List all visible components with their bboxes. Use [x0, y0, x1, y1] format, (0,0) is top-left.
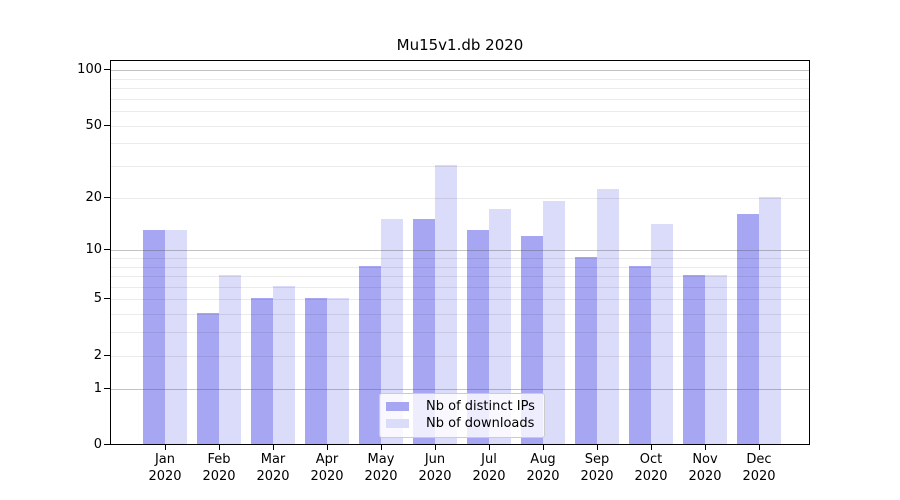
gridline-minor — [111, 257, 809, 259]
x-axis-tick — [435, 445, 436, 450]
bar-downloads-apr — [327, 298, 349, 444]
y-axis-tick — [104, 354, 110, 356]
x-axis-tick-label: Oct 2020 — [634, 452, 668, 484]
x-axis-tick — [543, 445, 544, 450]
y-axis-tick — [104, 249, 110, 251]
legend-item-downloads: Nb of downloads — [386, 415, 538, 432]
y-axis-tick — [104, 298, 110, 300]
x-axis-tick — [327, 445, 328, 450]
y-axis-tick — [104, 196, 110, 198]
bar-downloads-sep — [597, 189, 619, 444]
gridline-minor — [111, 197, 809, 199]
bar-distinct-ips-dec — [737, 213, 759, 444]
x-axis-tick-label: Aug 2020 — [526, 452, 560, 484]
x-axis-tick-label: Feb 2020 — [202, 452, 236, 484]
x-axis-tick-label: Apr 2020 — [310, 452, 344, 484]
gridline-major — [111, 250, 809, 252]
x-axis-tick — [705, 445, 706, 450]
bar-distinct-ips-jan — [143, 229, 165, 444]
x-axis-tick — [759, 445, 760, 450]
x-axis-tick — [165, 445, 166, 450]
x-axis-tick-label: May 2020 — [364, 452, 398, 484]
bar-downloads-feb — [219, 275, 241, 444]
bar-downloads-oct — [651, 224, 673, 444]
y-axis-tick — [104, 69, 110, 70]
x-axis-tick — [273, 445, 274, 450]
y-axis-tick-label: 0 — [93, 437, 102, 452]
bar-downloads-jan — [165, 229, 187, 444]
bar-distinct-ips-may — [359, 265, 381, 444]
y-axis-tick — [104, 444, 110, 445]
x-axis-tick-label: Jul 2020 — [472, 452, 506, 484]
bar-downloads-jul — [489, 209, 511, 444]
gridline-minor — [111, 98, 809, 100]
gridline-minor — [111, 87, 809, 89]
x-axis-tick — [489, 445, 490, 450]
x-axis-tick-label: Mar 2020 — [256, 452, 290, 484]
x-axis-tick-label: Sep 2020 — [580, 452, 614, 484]
legend: Nb of distinct IPs Nb of downloads — [379, 393, 545, 438]
x-axis-tick-label: Nov 2020 — [688, 452, 722, 484]
legend-item-distinct-ips: Nb of distinct IPs — [386, 398, 538, 415]
bar-distinct-ips-jun — [413, 218, 435, 444]
x-axis-tick-label: Jun 2020 — [418, 452, 452, 484]
bar-distinct-ips-mar — [251, 298, 273, 444]
gridline-minor — [111, 266, 809, 268]
bar-distinct-ips-aug — [521, 235, 543, 444]
gridline-minor — [111, 78, 809, 80]
bar-distinct-ips-feb — [197, 313, 219, 444]
bar-distinct-ips-sep — [575, 256, 597, 444]
chart-title: Mu15v1.db 2020 — [396, 36, 524, 54]
bar-downloads-nov — [705, 275, 727, 444]
y-axis-tick-label: 5 — [93, 291, 102, 307]
bar-downloads-mar — [273, 285, 295, 444]
gridline-minor — [111, 166, 809, 167]
x-axis-tick — [597, 445, 598, 450]
y-axis-tick — [104, 124, 110, 126]
bar-downloads-aug — [543, 200, 565, 444]
y-axis-tick-label: 10 — [85, 242, 102, 258]
legend-label-downloads: Nb of downloads — [426, 416, 535, 431]
bar-downloads-may — [381, 218, 403, 444]
y-axis-tick — [104, 387, 110, 389]
x-axis-tick — [219, 445, 220, 450]
y-axis-tick-label: 50 — [85, 117, 102, 133]
x-axis-tick — [381, 445, 382, 450]
x-axis-tick — [651, 445, 652, 450]
gridline-minor — [111, 143, 809, 145]
y-axis-tick-label: 100 — [77, 62, 102, 77]
plot-area: Nb of distinct IPs Nb of downloads — [110, 60, 810, 445]
gridline-minor — [111, 125, 809, 127]
gridline-minor — [111, 111, 809, 112]
gridline-major — [111, 70, 809, 71]
bar-distinct-ips-apr — [305, 298, 327, 444]
bar-distinct-ips-jul — [467, 229, 489, 444]
y-axis-tick-label: 2 — [93, 347, 102, 363]
x-axis-tick-label: Jan 2020 — [148, 452, 182, 484]
x-axis-tick-label: Dec 2020 — [742, 452, 776, 484]
legend-swatch-distinct-ips — [386, 402, 409, 411]
legend-swatch-downloads — [386, 419, 409, 428]
bar-downloads-jun — [435, 165, 457, 444]
bar-distinct-ips-oct — [629, 265, 651, 444]
bar-downloads-dec — [759, 196, 781, 444]
legend-label-distinct-ips: Nb of distinct IPs — [426, 399, 535, 414]
bar-distinct-ips-nov — [683, 275, 705, 444]
y-axis-tick-label: 20 — [85, 189, 102, 205]
y-axis-tick-label: 1 — [93, 380, 102, 396]
